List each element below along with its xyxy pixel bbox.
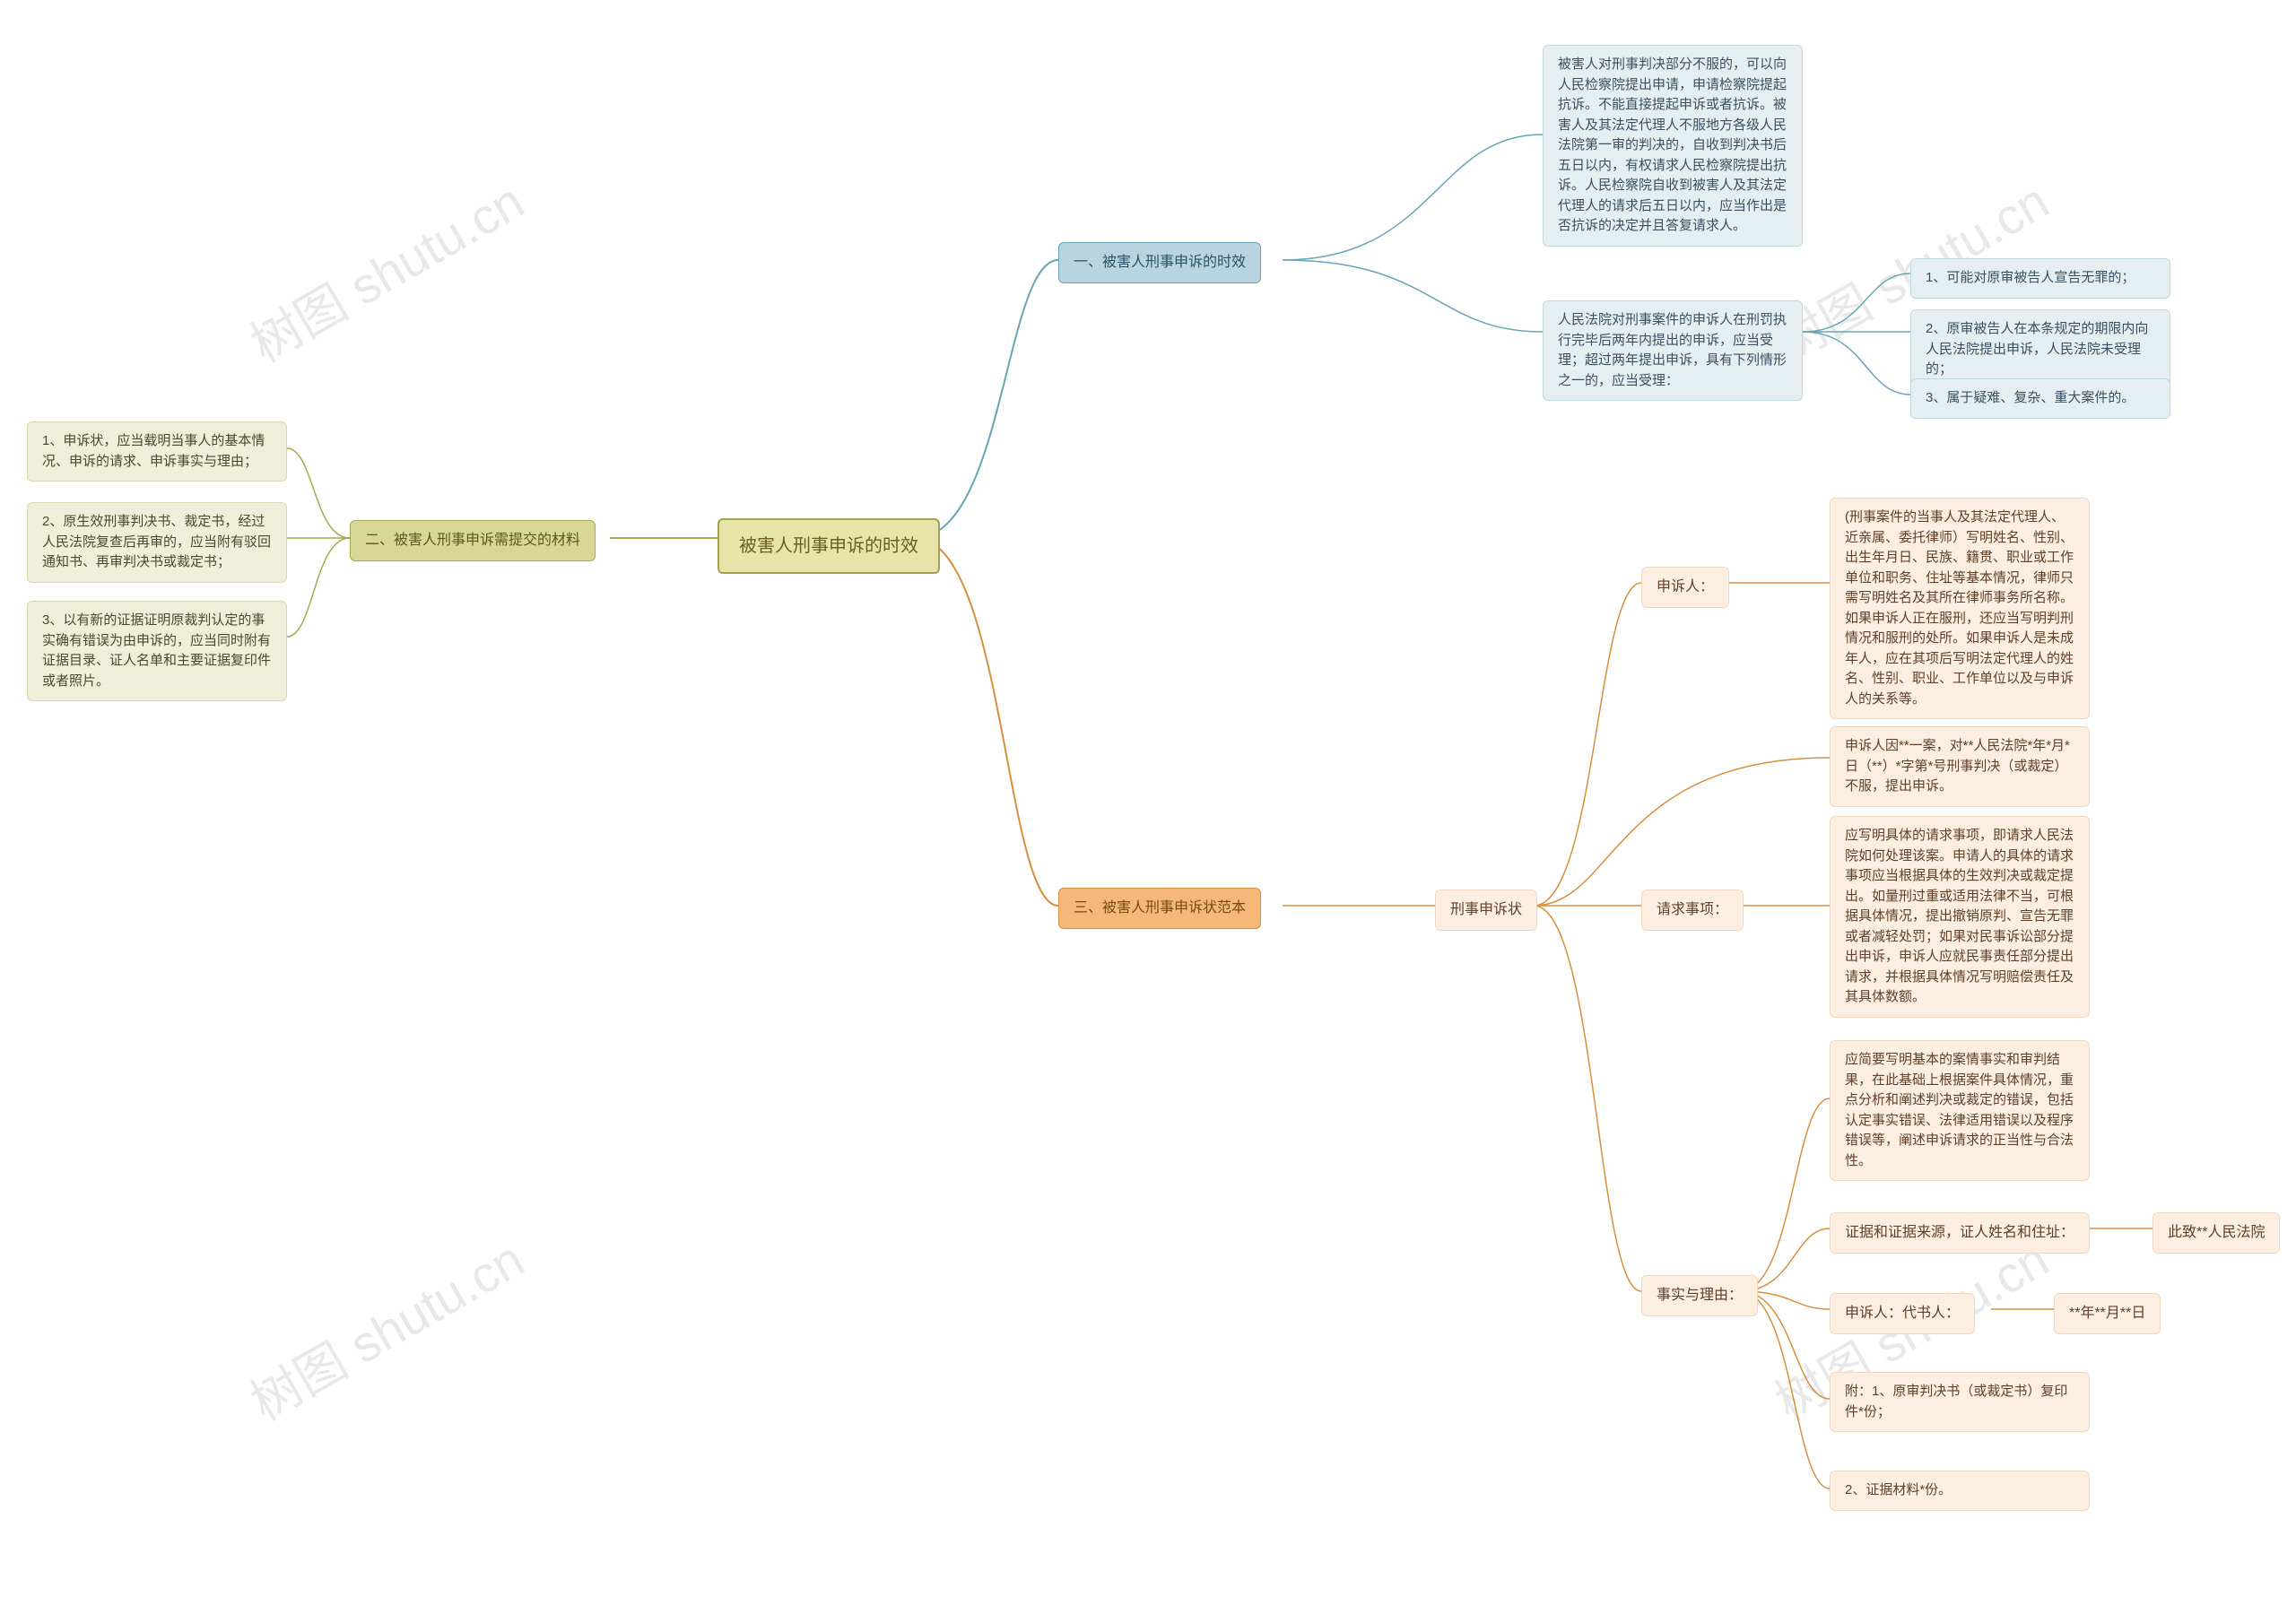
signer-label: 申诉人：代书人： xyxy=(1830,1293,1975,1334)
watermark: 树图 shutu.cn xyxy=(235,1220,535,1436)
branch-2-leaf-3: 3、以有新的证据证明原裁判认定的事实确有错误为由申诉的，应当同时附有证据目录、证… xyxy=(27,601,287,701)
evidence-label: 证据和证据来源，证人姓名和住址： xyxy=(1830,1212,2090,1254)
signer-text: **年**月**日 xyxy=(2054,1293,2161,1334)
branch-1-leaf-2-1: 1、可能对原审被告人宣告无罪的； xyxy=(1910,258,2170,299)
attach-2: 2、证据材料*份。 xyxy=(1830,1471,2090,1511)
branch-3-mid: 刑事申诉状 xyxy=(1435,890,1537,931)
branch-1-leaf-2-3: 3、属于疑难、复杂、重大案件的。 xyxy=(1910,378,2170,419)
request-label: 请求事项： xyxy=(1641,890,1744,931)
branch-3: 三、被害人刑事申诉状范本 xyxy=(1058,888,1261,929)
evidence-text: 此致**人民法院 xyxy=(2152,1212,2280,1254)
standalone-text: 申诉人因**一案，对**人民法院*年*月*日（**）*字第*号刑事判决（或裁定）… xyxy=(1830,726,2090,807)
branch-1: 一、被害人刑事申诉的时效 xyxy=(1058,242,1261,283)
watermark: 树图 shutu.cn xyxy=(235,162,535,378)
branch-2-leaf-1: 1、申诉状，应当载明当事人的基本情况、申诉的请求、申诉事实与理由； xyxy=(27,421,287,482)
branch-1-leaf-2: 人民法院对刑事案件的申诉人在刑罚执行完毕后两年内提出的申诉，应当受理；超过两年提… xyxy=(1543,300,1803,401)
branch-2-leaf-2: 2、原生效刑事判决书、裁定书，经过人民法院复查后再审的，应当附有驳回通知书、再审… xyxy=(27,502,287,583)
request-text: 应写明具体的请求事项，即请求人民法院如何处理该案。申请人的具体的请求事项应当根据… xyxy=(1830,816,2090,1018)
facts-label: 事实与理由： xyxy=(1641,1275,1758,1316)
facts-text-1: 应简要写明基本的案情事实和审判结果，在此基础上根据案件具体情况，重点分析和阐述判… xyxy=(1830,1040,2090,1181)
branch-2: 二、被害人刑事申诉需提交的材料 xyxy=(350,520,596,561)
branch-1-leaf-1: 被害人对刑事判决部分不服的，可以向人民检察院提出申请，申请检察院提起抗诉。不能直… xyxy=(1543,45,1803,247)
root-node: 被害人刑事申诉的时效 xyxy=(718,518,940,574)
attach-1: 附：1、原审判决书（或裁定书）复印件*份； xyxy=(1830,1372,2090,1432)
applicant-text: (刑事案件的当事人及其法定代理人、近亲属、委托律师）写明姓名、性别、出生年月日、… xyxy=(1830,498,2090,719)
applicant-label: 申诉人： xyxy=(1641,567,1729,608)
